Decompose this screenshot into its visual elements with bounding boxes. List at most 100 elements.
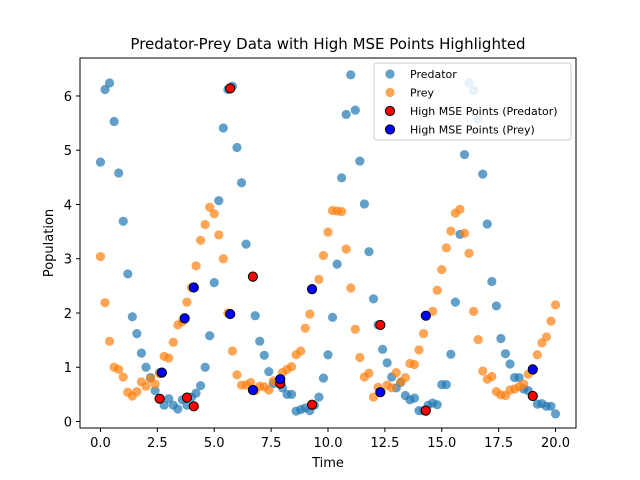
data-point <box>100 298 110 308</box>
data-point <box>95 251 106 262</box>
data-point <box>200 219 210 230</box>
data-point <box>173 404 183 414</box>
data-point <box>232 142 242 153</box>
data-point <box>191 388 201 398</box>
data-point <box>227 346 238 356</box>
data-point <box>114 168 124 178</box>
legend-label: Prey <box>410 87 434 100</box>
data-point <box>255 336 265 346</box>
legend-marker <box>384 124 396 135</box>
data-point <box>546 401 556 411</box>
data-point <box>478 169 488 179</box>
data-point <box>209 278 219 288</box>
data-point <box>332 259 342 269</box>
data-point <box>100 84 110 95</box>
data-point <box>446 349 456 359</box>
data-point <box>450 297 461 307</box>
data-point <box>136 348 147 358</box>
legend-label: High MSE Points (Predator) <box>410 105 558 118</box>
data-point <box>505 359 515 369</box>
legend-label: High MSE Points (Prey) <box>410 124 535 137</box>
y-tick-label: 1 <box>64 361 72 376</box>
data-point <box>182 297 192 307</box>
data-point <box>109 116 119 127</box>
data-point <box>375 387 386 398</box>
data-point <box>514 372 524 383</box>
data-point <box>259 350 269 360</box>
data-point <box>205 331 215 341</box>
data-point <box>455 204 465 214</box>
data-point <box>104 336 115 346</box>
data-point <box>355 156 365 166</box>
legend-marker <box>385 87 395 98</box>
data-point <box>337 173 347 183</box>
y-tick-label: 0 <box>64 415 72 430</box>
data-point <box>179 313 190 324</box>
data-point <box>306 284 318 295</box>
data-point <box>127 312 137 322</box>
data-point <box>150 379 160 389</box>
data-point <box>318 373 329 383</box>
data-point <box>132 329 142 339</box>
data-point <box>305 309 315 319</box>
data-point <box>546 316 556 326</box>
data-point <box>487 276 497 287</box>
data-point <box>446 226 456 236</box>
x-tick-label: 12.5 <box>370 436 399 451</box>
data-point <box>104 78 115 88</box>
data-point <box>118 372 128 382</box>
legend-label: Predator <box>410 68 457 81</box>
data-point <box>346 283 356 293</box>
data-point <box>420 310 431 321</box>
data-point <box>482 219 492 229</box>
data-point <box>141 362 151 372</box>
data-point <box>209 209 219 219</box>
data-point <box>527 390 538 402</box>
data-point <box>409 393 420 403</box>
data-point <box>141 381 151 391</box>
series-3 <box>156 282 538 398</box>
data-point <box>341 109 351 120</box>
data-point <box>441 380 451 390</box>
data-point <box>337 206 347 217</box>
data-point <box>181 392 193 403</box>
data-point <box>368 392 379 402</box>
data-point <box>306 399 318 410</box>
data-point <box>123 269 133 279</box>
data-point <box>527 364 538 375</box>
data-point <box>205 202 215 212</box>
data-point <box>441 243 451 253</box>
data-point <box>314 274 324 284</box>
x-tick-label: 15.0 <box>427 436 456 451</box>
data-point <box>382 358 392 368</box>
legend-marker <box>384 105 396 117</box>
data-point <box>232 370 242 380</box>
data-point <box>156 367 168 378</box>
x-tick-label: 17.5 <box>484 436 513 451</box>
x-axis: 0.0 2.5 5.0 7.5 10.0 12.5 15.0 17.5 20.0 <box>90 428 570 451</box>
data-point <box>432 285 442 295</box>
data-point <box>246 377 256 388</box>
data-point <box>418 329 429 339</box>
data-point <box>378 344 388 354</box>
data-point <box>264 366 274 377</box>
data-point <box>195 381 206 391</box>
data-point <box>218 123 228 133</box>
data-point <box>132 387 142 397</box>
data-point <box>247 384 259 396</box>
data-point <box>150 385 160 396</box>
x-tick-label: 0.0 <box>90 436 111 451</box>
data-point <box>164 353 174 363</box>
data-point <box>323 350 333 360</box>
data-point <box>318 250 329 261</box>
data-point <box>225 83 236 94</box>
data-point <box>437 264 447 275</box>
data-point <box>496 333 506 344</box>
data-point <box>275 374 286 385</box>
x-tick-label: 10.0 <box>314 436 343 451</box>
x-tick-label: 5.0 <box>204 436 225 451</box>
y-tick-label: 6 <box>64 90 72 105</box>
data-point <box>519 379 529 389</box>
data-point <box>314 392 324 402</box>
data-point <box>420 405 431 416</box>
